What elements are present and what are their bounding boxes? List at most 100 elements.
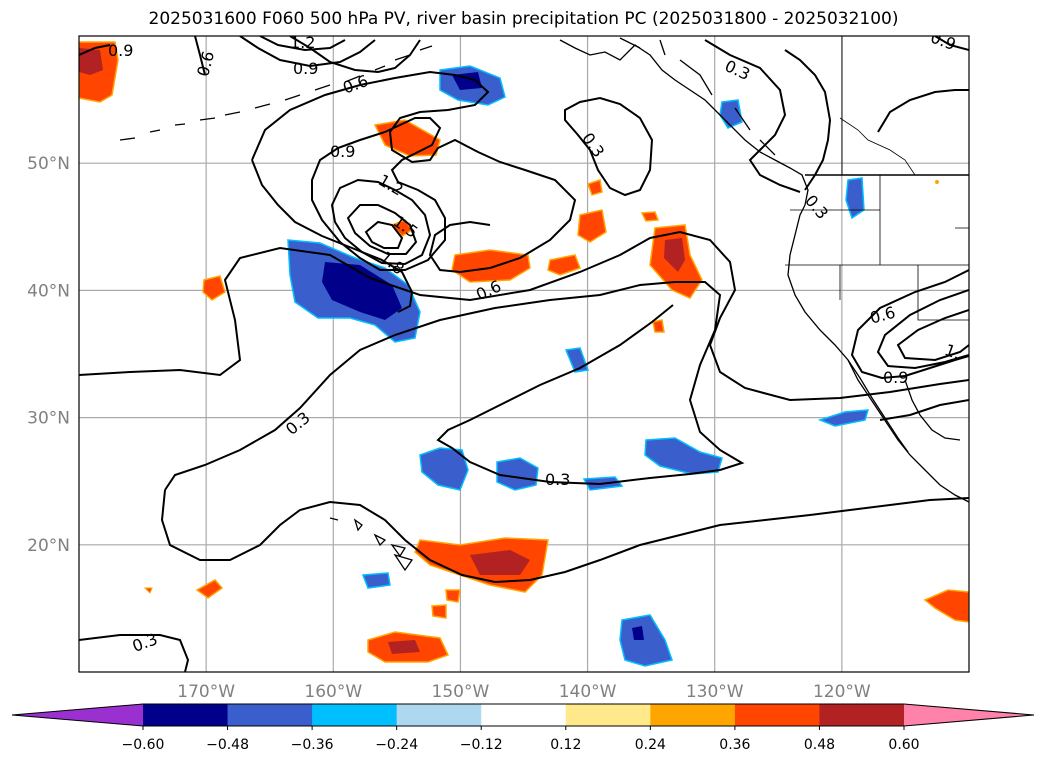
us-west-coastline — [787, 204, 969, 503]
longitude-labels: 170°W 160°W 150°W 140°W 130°W 120°W — [177, 682, 871, 702]
precip-negative-area — [644, 437, 723, 475]
precip-positive-area — [640, 211, 660, 222]
precip-negative-area — [419, 447, 469, 491]
contour-label: 0.3 — [545, 470, 570, 489]
colorbar-segment — [565, 704, 651, 726]
precip-negative-area — [361, 572, 391, 589]
pv-contour-0.9 — [934, 36, 969, 51]
longitude-tick-label: 170°W — [177, 682, 235, 702]
pv-contour-1.2 — [330, 178, 432, 266]
contour-label: 0.9 — [108, 41, 133, 60]
precip-positive-area — [431, 604, 447, 619]
contour-label: 0.9 — [883, 368, 908, 387]
precipitation-shading — [79, 41, 969, 667]
contour-label: 0.9 — [330, 142, 355, 161]
colorbar-tick-label: 0.60 — [888, 737, 919, 753]
precip-positive-area — [652, 319, 665, 333]
contour-label: 0.9 — [293, 59, 318, 78]
alaska-coastline — [559, 39, 809, 206]
precip-positive-core — [388, 640, 420, 654]
precip-positive-area — [587, 179, 603, 196]
pv-contour-0.3 — [79, 634, 190, 672]
colorbar-tick-label: 0.48 — [804, 737, 835, 753]
pv-contour-0.3 — [784, 49, 832, 191]
colorbar-extend-min — [12, 704, 143, 726]
map-title: 2025031600 F060 500 hPa PV, river basin … — [148, 9, 899, 29]
latitude-tick-label: 20°N — [27, 536, 70, 556]
colorbar-segment — [650, 704, 736, 726]
latitude-tick-label: 50°N — [27, 154, 70, 174]
precip-positive-area — [195, 579, 224, 599]
pv-contour-0.6 — [877, 89, 969, 133]
pv-contour-0.3 — [164, 281, 745, 491]
pv-contour-0.6 — [194, 36, 206, 76]
pv-contour-0.3 — [79, 230, 969, 402]
pv-contour-0.3 — [564, 96, 654, 197]
contour-label: 1.2 — [290, 33, 315, 52]
latitude-labels: 20°N 30°N 40°N 50°N — [27, 154, 70, 556]
pv-contour-0.3 — [704, 39, 801, 193]
pv-contours — [79, 36, 969, 672]
colorbar-extend-max — [904, 704, 1034, 726]
longitude-tick-label: 160°W — [304, 682, 362, 702]
contour-label: 1. — [942, 340, 963, 363]
colorbar-segment — [734, 704, 820, 726]
precip-negative-area — [845, 177, 865, 220]
colorbar-segment — [312, 704, 398, 726]
pv-contour-0.6 — [251, 159, 414, 313]
colorbar-tick-label: −0.48 — [206, 737, 249, 753]
colorbar-tick-label: 0.36 — [719, 737, 750, 753]
pv-contour-0.6 — [251, 70, 577, 274]
precip-negative-area — [817, 409, 870, 427]
state-boundaries — [785, 175, 969, 321]
hawaii-islands — [329, 517, 414, 572]
precip-positive-core — [79, 48, 103, 75]
precip-positive-area — [202, 275, 226, 301]
colorbar-segment — [481, 704, 567, 726]
colorbar-tick-label: −0.60 — [122, 737, 165, 753]
pv-contour-1.5 — [346, 204, 418, 255]
pv-contour-0.6 — [850, 269, 969, 380]
inland-lake — [839, 117, 916, 176]
precip-negative-area — [496, 457, 539, 491]
map-frame — [78, 35, 970, 673]
longitude-tick-label: 150°W — [432, 682, 490, 702]
baja-coastline — [847, 359, 961, 453]
precip-positive-area — [547, 254, 581, 276]
pv-contour-0.9 — [311, 117, 446, 271]
colorbar-tick-label: 0.12 — [550, 737, 581, 753]
pv-contour-1.8 — [364, 220, 404, 249]
colorbar-tick-label: −0.36 — [291, 737, 334, 753]
pv-contour-0.3 — [160, 489, 969, 584]
colorbar-segment — [396, 704, 482, 726]
island-chain — [619, 37, 776, 156]
precip-positive-area — [923, 589, 969, 623]
longitude-tick-label: 140°W — [559, 682, 617, 702]
precip-negative-area — [619, 614, 673, 667]
precip-positive-area — [445, 589, 461, 603]
colorbar: −0.60 −0.48 −0.36 −0.24 −0.12 0.12 0.24 0.36 0.4… — [11, 703, 1035, 753]
colorbar-segment — [819, 704, 905, 726]
colorbar-tick-label: −0.24 — [375, 737, 418, 753]
latitude-tick-label: 40°N — [27, 281, 70, 301]
pv-contour-0.9 — [876, 289, 969, 370]
coastlines — [119, 36, 969, 572]
pv-contour-1.2 — [896, 309, 969, 362]
longitude-tick-label: 120°W — [813, 682, 871, 702]
precip-negative-core — [322, 262, 402, 320]
precip-negative-core — [632, 626, 644, 640]
pv-contour-0.9 — [239, 36, 376, 68]
colorbar-tick-label: 0.24 — [635, 737, 666, 753]
precip-positive-area — [577, 209, 607, 243]
colorbar-segment — [143, 704, 229, 726]
pv-contour-0.9 — [79, 44, 111, 56]
longitude-tick-label: 130°W — [686, 682, 744, 702]
pv-contour-0.3 — [879, 399, 969, 421]
pv-contour-1.2 — [259, 36, 346, 52]
colorbar-tick-label: −0.12 — [460, 737, 503, 753]
precip-positive-core — [470, 550, 530, 575]
precip-positive-core — [664, 238, 685, 272]
aleutian-islands — [119, 45, 433, 141]
colorbar-segment — [227, 704, 313, 726]
